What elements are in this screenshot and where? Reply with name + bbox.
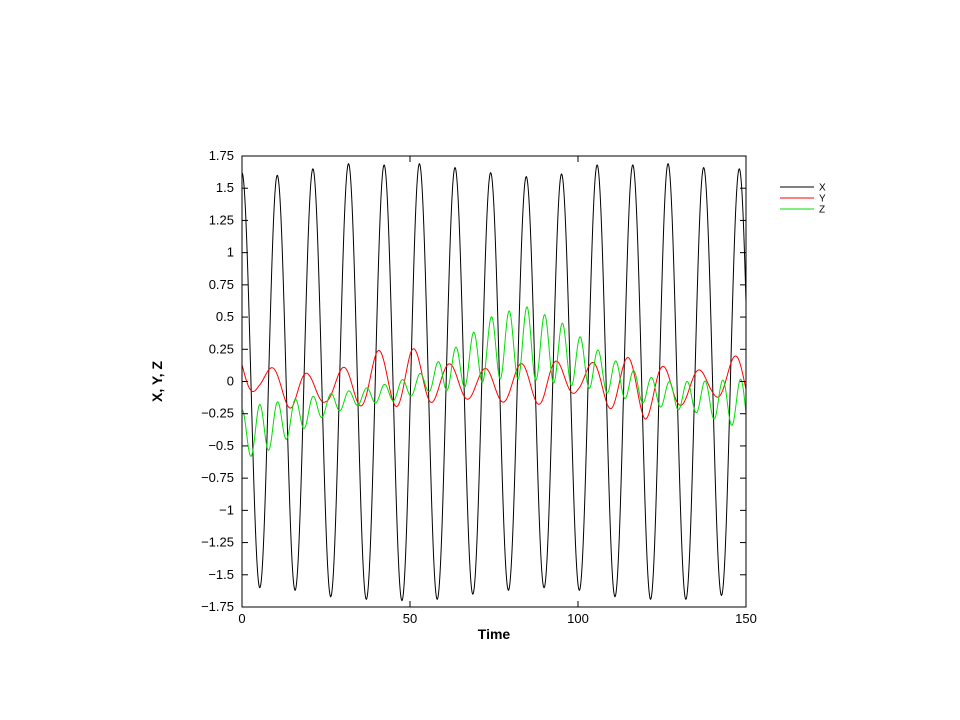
y-tick-label: 1.75	[209, 148, 234, 163]
legend: XYZ	[780, 183, 826, 216]
legend-label-x: X	[819, 183, 826, 194]
axis-ticks	[241, 155, 747, 608]
y-axis-title: X, Y, Z	[149, 361, 165, 402]
x-axis-title: Time	[478, 626, 511, 642]
y-tick-label: −1.5	[208, 567, 234, 582]
y-tick-label: 0.75	[209, 277, 234, 292]
y-tick-label: −1.25	[201, 535, 234, 550]
y-tick-label: −1	[219, 502, 234, 517]
y-tick-label: 0.25	[209, 341, 234, 356]
y-tick-label: 1.25	[209, 212, 234, 227]
y-tick-label: 1.5	[216, 180, 234, 195]
legend-label-z: Z	[819, 205, 825, 216]
legend-label-y: Y	[819, 194, 826, 205]
y-tick-label: −0.75	[201, 470, 234, 485]
y-tick-label: 0	[227, 374, 234, 389]
y-tick-label: −0.5	[208, 438, 234, 453]
series-line-x	[241, 162, 747, 602]
tick-labels: 0 50 100 150 1.75 1.5 1.25 1 0.75 0.5 0.25 0 −0.25 −0…	[201, 148, 757, 626]
y-tick-label: −0.25	[201, 406, 234, 421]
y-tick-label: 0.5	[216, 309, 234, 324]
x-tick-label: 100	[567, 611, 589, 626]
y-tick-label: 1	[227, 245, 234, 260]
series-lines	[241, 162, 747, 602]
x-tick-label: 150	[735, 611, 757, 626]
y-tick-label: −1.75	[201, 599, 234, 614]
x-tick-label: 50	[403, 611, 417, 626]
x-tick-label: 0	[238, 611, 245, 626]
series-line-z	[241, 306, 747, 457]
series-line-y	[241, 348, 747, 420]
